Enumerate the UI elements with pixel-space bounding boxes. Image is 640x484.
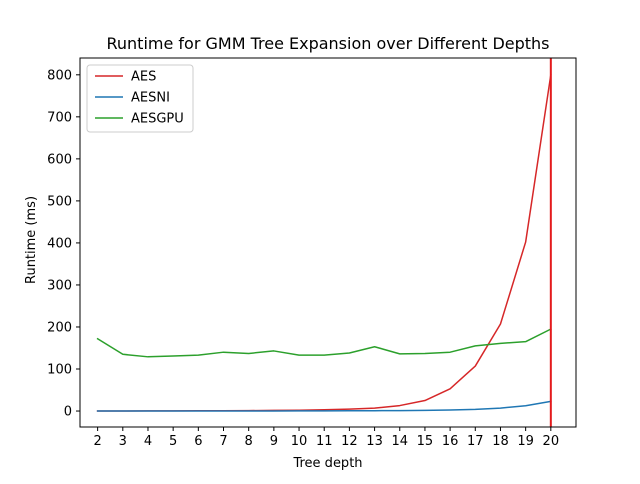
- x-tick-label: 9: [270, 434, 278, 449]
- x-tick-label: 15: [417, 434, 434, 449]
- y-tick-label: 100: [47, 363, 72, 378]
- x-tick-label: 14: [391, 434, 408, 449]
- y-axis-label: Runtime (ms): [24, 196, 39, 284]
- x-tick-label: 19: [517, 434, 534, 449]
- y-tick-label: 200: [47, 320, 72, 335]
- x-tick-label: 5: [169, 434, 177, 449]
- x-tick-label: 7: [219, 434, 227, 449]
- series-line-aesgpu: [96, 328, 552, 358]
- series-line-aesni: [96, 400, 552, 412]
- x-tick-label: 13: [366, 434, 383, 449]
- y-tick-label: 500: [47, 194, 72, 209]
- x-tick-label: 6: [194, 434, 202, 449]
- series-group: [96, 58, 552, 427]
- legend-label-aesni: AESNI: [131, 91, 170, 106]
- y-tick-label: 600: [47, 152, 72, 167]
- x-tick-label: 8: [245, 434, 253, 449]
- y-axis-ticks: 0 100 200 300 400 500 600 700 800: [47, 68, 80, 420]
- y-tick-label: 700: [47, 110, 72, 125]
- legend-label-aesgpu: AESGPU: [131, 112, 184, 127]
- chart-title: Runtime for GMM Tree Expansion over Diff…: [106, 34, 549, 53]
- x-tick-label: 16: [442, 434, 459, 449]
- y-tick-label: 400: [47, 236, 72, 251]
- x-tick-label: 11: [316, 434, 333, 449]
- x-axis-label: Tree depth: [292, 456, 362, 471]
- legend-label-aes: AES: [131, 70, 156, 85]
- x-tick-label: 4: [144, 434, 152, 449]
- x-tick-label: 10: [291, 434, 308, 449]
- legend-box: [86, 64, 194, 133]
- x-tick-label: 20: [543, 434, 560, 449]
- legend: AES AESNI AESGPU: [86, 64, 194, 133]
- x-tick-label: 3: [119, 434, 127, 449]
- x-axis-ticks: 2 3 4 5 6 7 8 9 10 11 12 13 14 15 16 17 18 19 20: [93, 427, 559, 449]
- x-tick-label: 17: [467, 434, 484, 449]
- y-tick-label: 0: [64, 405, 72, 420]
- x-tick-label: 12: [341, 434, 358, 449]
- x-tick-label: 18: [492, 434, 509, 449]
- x-tick-label: 2: [93, 434, 101, 449]
- y-tick-label: 300: [47, 278, 72, 293]
- y-tick-label: 800: [47, 68, 72, 83]
